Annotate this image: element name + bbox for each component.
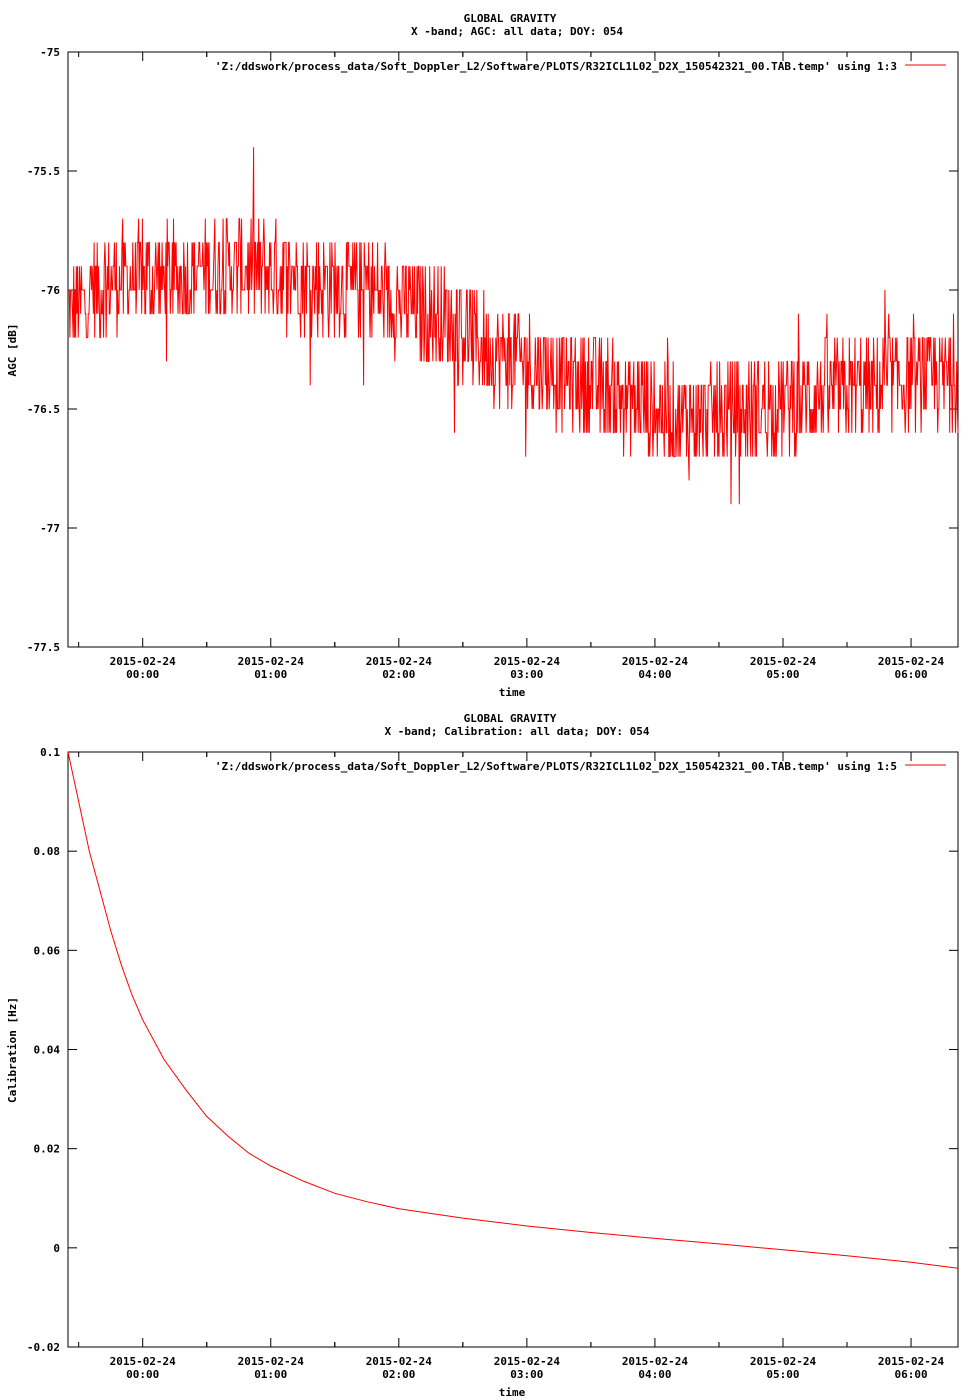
x-tick-label-time: 01:00 — [254, 1368, 287, 1381]
x-tick-label-date: 2015-02-24 — [366, 1355, 433, 1368]
y-tick-label: 0.1 — [40, 746, 60, 759]
chart-title: GLOBAL GRAVITY — [464, 12, 557, 25]
y-tick-label: -76.5 — [27, 403, 60, 416]
y-tick-label: 0.04 — [34, 1044, 61, 1057]
agc-chart: GLOBAL GRAVITY X -band; AGC: all data; D… — [6, 12, 959, 699]
x-tick-label-date: 2015-02-24 — [494, 1355, 561, 1368]
legend-label: 'Z:/ddswork/process_data/Soft_Doppler_L2… — [215, 760, 897, 773]
x-tick-label-time: 05:00 — [766, 1368, 799, 1381]
series-line — [67, 751, 959, 1269]
x-tick-label-time: 04:00 — [638, 668, 671, 681]
x-tick-label-date: 2015-02-24 — [366, 655, 433, 668]
y-tick-label: 0.08 — [34, 845, 61, 858]
calibration-chart-svg: GLOBAL GRAVITY X -band; Calibration: all… — [6, 712, 959, 1399]
x-tick-label-date: 2015-02-24 — [494, 655, 561, 668]
x-tick-label-date: 2015-02-24 — [110, 1355, 177, 1368]
series-line — [68, 147, 959, 505]
x-tick-label-time: 04:00 — [638, 1368, 671, 1381]
y-tick-label: -77.5 — [27, 641, 60, 654]
y-tick-label: 0 — [53, 1242, 60, 1255]
x-tick-label-date: 2015-02-24 — [622, 1355, 689, 1368]
y-tick-label: -75 — [40, 46, 60, 59]
x-tick-label-time: 00:00 — [126, 668, 159, 681]
y-tick-label: -76 — [40, 284, 60, 297]
x-tick-label-date: 2015-02-24 — [750, 655, 817, 668]
x-axis-label: time — [499, 686, 526, 699]
x-tick-label-time: 06:00 — [894, 668, 927, 681]
x-tick-label-time: 02:00 — [382, 668, 415, 681]
y-tick-label: -75.5 — [27, 165, 60, 178]
x-tick-label-date: 2015-02-24 — [622, 655, 689, 668]
y-axis-label: AGC [dB] — [6, 324, 19, 377]
x-tick-label-time: 06:00 — [894, 1368, 927, 1381]
x-tick-label-date: 2015-02-24 — [238, 1355, 305, 1368]
agc-chart-svg: GLOBAL GRAVITY X -band; AGC: all data; D… — [6, 12, 959, 699]
chart-title: GLOBAL GRAVITY — [464, 712, 557, 725]
x-tick-label-time: 03:00 — [510, 1368, 543, 1381]
y-axis-label: Calibration [Hz] — [6, 997, 19, 1103]
x-tick-label-date: 2015-02-24 — [878, 655, 945, 668]
calibration-chart: GLOBAL GRAVITY X -band; Calibration: all… — [0, 700, 980, 1400]
plot-frame — [67, 751, 959, 1348]
x-tick-label-time: 01:00 — [254, 668, 287, 681]
x-tick-label-date: 2015-02-24 — [878, 1355, 945, 1368]
chart-subtitle: X -band; AGC: all data; DOY: 054 — [411, 25, 623, 38]
x-tick-label-time: 02:00 — [382, 1368, 415, 1381]
x-tick-label-date: 2015-02-24 — [110, 655, 177, 668]
x-tick-label-time: 00:00 — [126, 1368, 159, 1381]
y-tick-label: -77 — [40, 522, 60, 535]
x-tick-label-time: 05:00 — [766, 668, 799, 681]
legend-label: 'Z:/ddswork/process_data/Soft_Doppler_L2… — [215, 60, 897, 73]
x-tick-label-time: 03:00 — [510, 668, 543, 681]
y-tick-label: -0.02 — [27, 1341, 60, 1354]
y-tick-label: 0.02 — [34, 1143, 61, 1156]
plot-frame — [67, 51, 959, 648]
x-tick-label-date: 2015-02-24 — [238, 655, 305, 668]
x-axis-label: time — [499, 1386, 526, 1399]
y-tick-label: 0.06 — [34, 944, 61, 957]
x-tick-label-date: 2015-02-24 — [750, 1355, 817, 1368]
chart-subtitle: X -band; Calibration: all data; DOY: 054 — [385, 725, 650, 738]
